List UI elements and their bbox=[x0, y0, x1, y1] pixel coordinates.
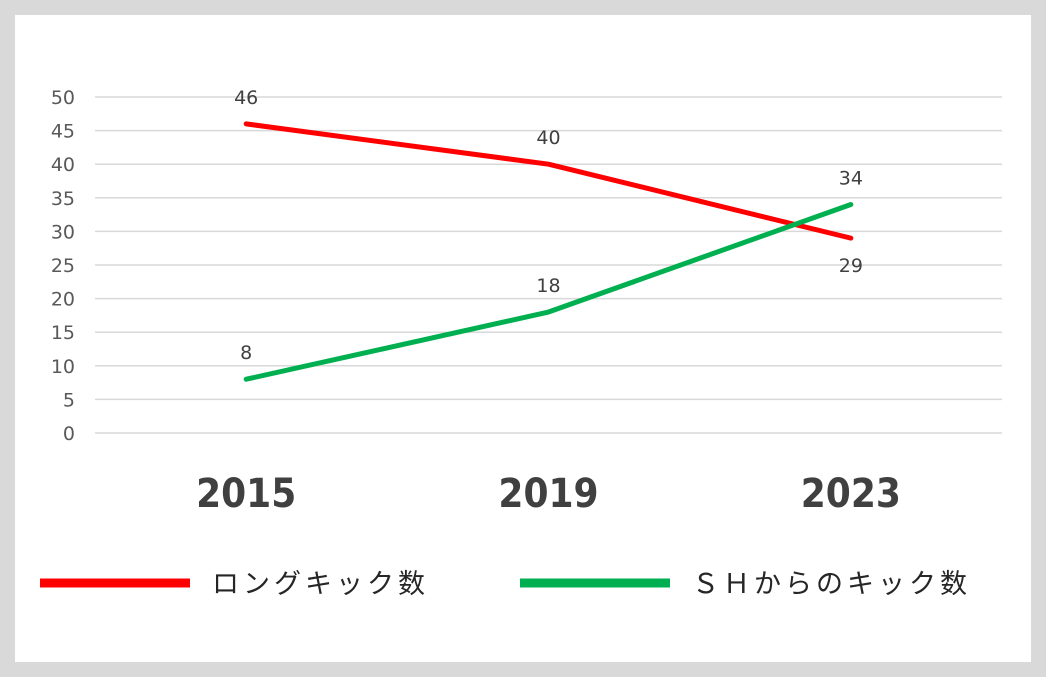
y-tick-label: 5 bbox=[63, 389, 75, 411]
y-tick-label: 35 bbox=[51, 188, 75, 210]
series bbox=[243, 121, 854, 382]
y-tick-label: 25 bbox=[51, 255, 75, 277]
data-label: 18 bbox=[536, 275, 560, 297]
x-tick-label: 2015 bbox=[196, 471, 296, 517]
x-tick-label: 2019 bbox=[498, 471, 598, 517]
series-line-1 bbox=[243, 202, 854, 382]
y-tick-label: 20 bbox=[51, 289, 75, 311]
y-tick-label: 50 bbox=[51, 87, 75, 109]
y-tick-label: 30 bbox=[51, 221, 75, 243]
line-chart: 0 5 10 15 20 25 30 35 40 45 50 2015 2019 2023 46 40 29… bbox=[40, 87, 1002, 600]
y-tick-label: 15 bbox=[51, 322, 75, 344]
y-tick-label: 45 bbox=[51, 121, 75, 143]
data-labels: 46 40 29 8 18 34 bbox=[234, 87, 863, 364]
data-label: 29 bbox=[839, 255, 863, 277]
legend-label-1: ＳＨからのキック数 bbox=[692, 569, 971, 600]
x-axis: 2015 2019 2023 bbox=[196, 471, 901, 517]
series-line-0 bbox=[243, 121, 854, 241]
y-tick-label: 0 bbox=[63, 423, 75, 445]
data-label: 46 bbox=[234, 87, 258, 109]
data-label: 40 bbox=[536, 127, 560, 149]
legend-label-0: ロングキック数 bbox=[212, 569, 429, 600]
chart-frame: 0 5 10 15 20 25 30 35 40 45 50 2015 2019 2023 46 40 29… bbox=[15, 15, 1031, 662]
y-axis: 0 5 10 15 20 25 30 35 40 45 50 bbox=[51, 87, 75, 445]
data-label: 8 bbox=[240, 342, 252, 364]
x-tick-label: 2023 bbox=[801, 471, 901, 517]
y-tick-label: 10 bbox=[51, 356, 75, 378]
data-label: 34 bbox=[839, 168, 863, 190]
legend: ロングキック数 ＳＨからのキック数 bbox=[40, 569, 971, 600]
y-tick-label: 40 bbox=[51, 154, 75, 176]
